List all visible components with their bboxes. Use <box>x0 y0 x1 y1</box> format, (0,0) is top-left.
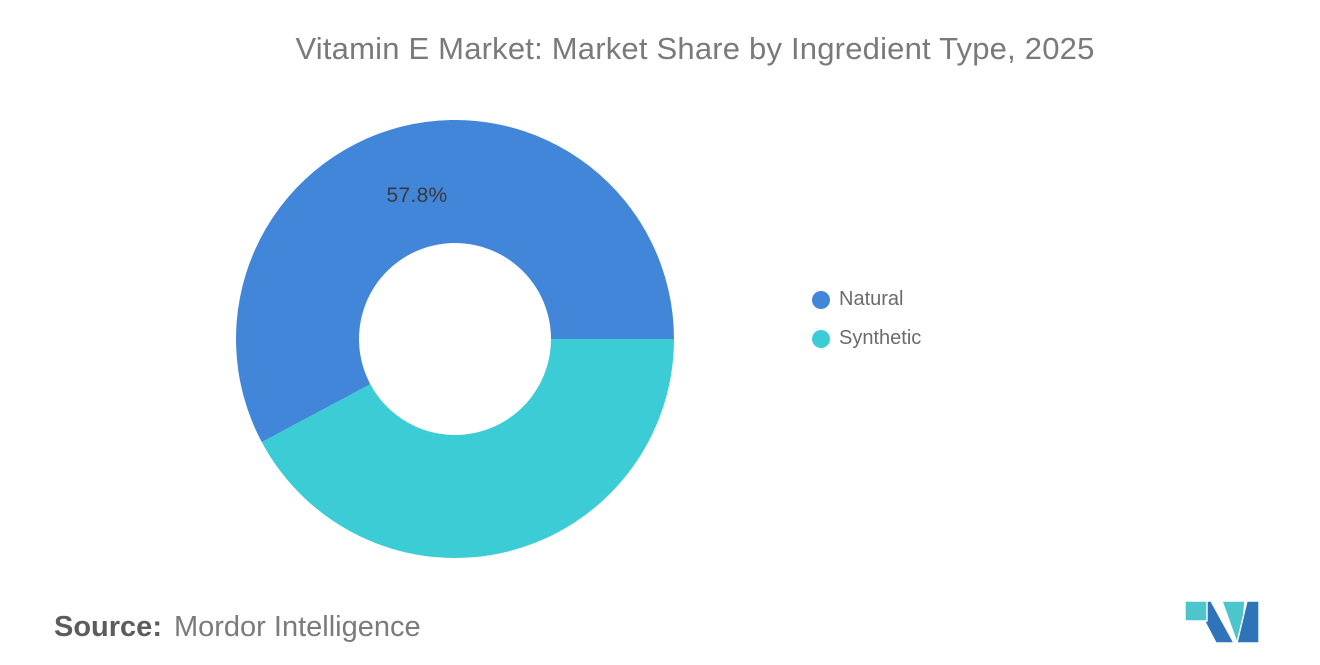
legend-dot-synthetic <box>812 329 830 348</box>
pie-slice-synthetic[interactable] <box>261 339 674 558</box>
logo-blue-bar-shape <box>1236 601 1260 643</box>
logo-teal-square-shape <box>1185 601 1208 622</box>
source-label: Source: <box>54 611 162 643</box>
donut-chart-area <box>225 109 685 569</box>
source-line: Source: Mordor Intelligence <box>54 611 421 644</box>
legend-item-synthetic[interactable]: Synthetic <box>812 327 921 350</box>
pie-slice-natural[interactable] <box>235 119 674 443</box>
slice-data-label: 57.8% <box>386 184 448 207</box>
source-text: Mordor Intelligence <box>173 611 421 643</box>
chart-title: Vitamin E Market: Market Share by Ingred… <box>295 31 1095 66</box>
legend-label-synthetic: Synthetic <box>839 327 922 349</box>
legend-label-natural: Natural <box>839 288 904 310</box>
legend-item-natural[interactable]: Natural <box>812 288 921 311</box>
legend-dot-natural <box>812 290 830 309</box>
donut-chart <box>235 119 674 558</box>
chart-legend: Natural Synthetic <box>812 288 921 366</box>
mordor-intelligence-logo <box>1185 601 1263 643</box>
